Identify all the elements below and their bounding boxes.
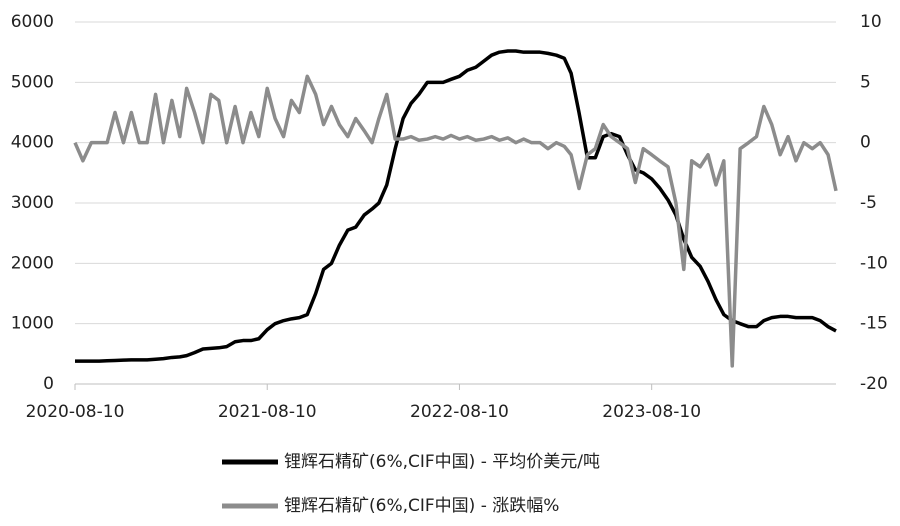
y-tick-label: 3000 (11, 193, 54, 213)
y-tick-label: 4000 (11, 133, 54, 153)
y-tick-label: 2000 (11, 253, 54, 273)
y-tick-label: 1000 (11, 314, 54, 334)
y-tick-label: 6000 (11, 12, 54, 32)
y2-tick-label: 5 (860, 72, 871, 92)
y-tick-label: 5000 (11, 72, 54, 92)
y2-tick-label: -5 (860, 193, 877, 213)
x-tick-label: 2021-08-10 (218, 402, 317, 422)
series-line (73, 74, 838, 368)
legend-label: 锂辉石精矿(6%,CIF中国) - 平均价美元/吨 (284, 452, 600, 472)
y2-tick-label: -20 (860, 374, 888, 394)
y2-tick-label: 10 (860, 12, 882, 32)
legend-label: 锂辉石精矿(6%,CIF中国) - 涨跌幅% (284, 496, 559, 516)
x-tick-label: 2020-08-10 (26, 402, 125, 422)
x-tick-label: 2022-08-10 (410, 402, 509, 422)
series-line (75, 49, 837, 363)
y-tick-label: 0 (43, 374, 54, 394)
y2-tick-label: 0 (860, 133, 871, 153)
y2-tick-label: -10 (860, 253, 888, 273)
y2-tick-label: -15 (860, 314, 888, 334)
x-tick-label: 2023-08-10 (602, 402, 701, 422)
